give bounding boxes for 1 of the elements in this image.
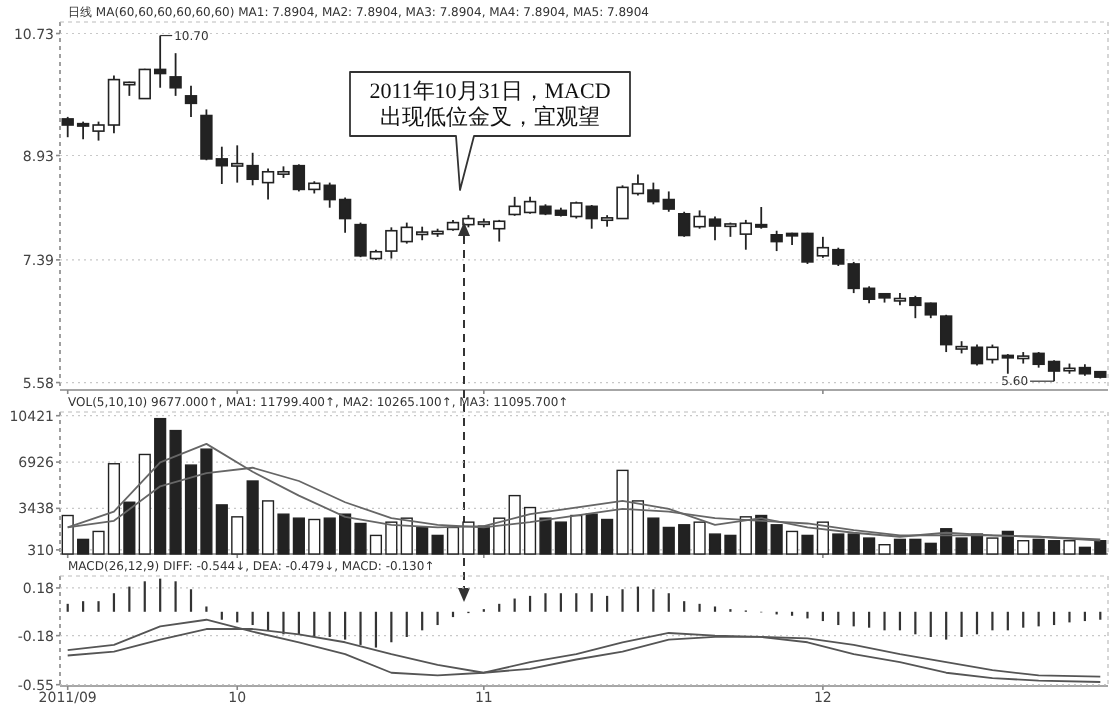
- annotation: 2011年10月31日，MACD 出现低位金叉，宜观望: [369, 80, 611, 130]
